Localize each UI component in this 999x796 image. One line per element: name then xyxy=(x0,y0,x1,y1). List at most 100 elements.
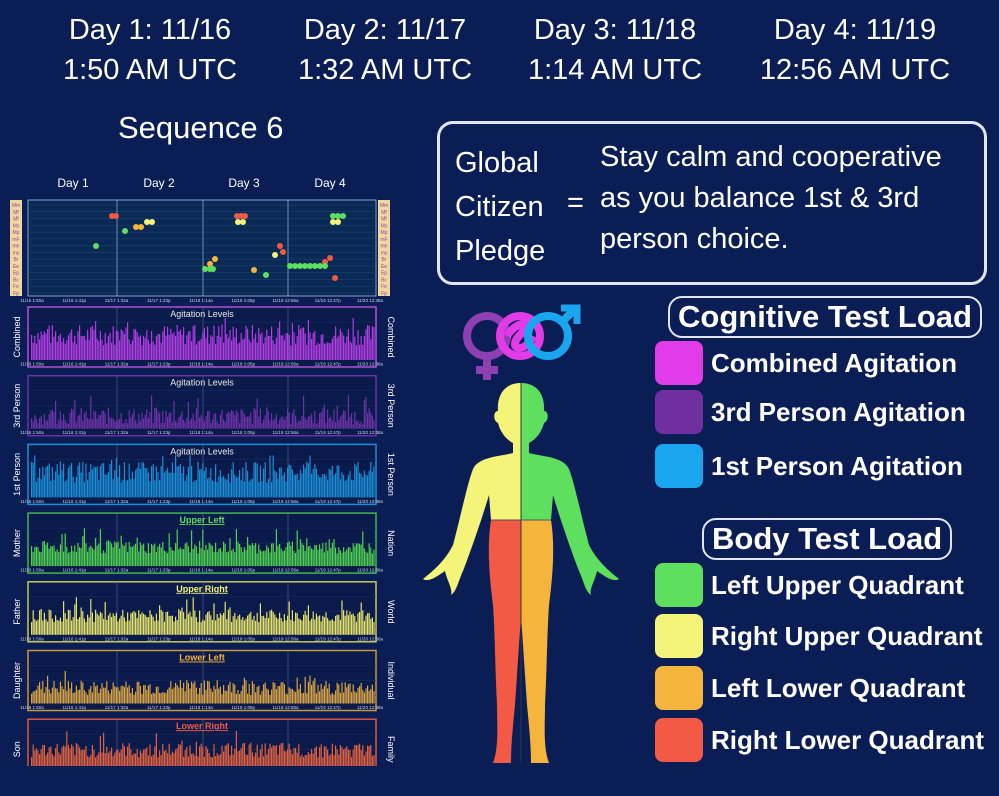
top-chart-dot xyxy=(340,213,346,219)
panel-bar xyxy=(104,332,106,360)
panel-bar xyxy=(248,416,250,429)
panel-bar xyxy=(191,418,193,429)
panel-bar xyxy=(120,412,122,429)
panel-bar xyxy=(50,545,52,567)
panel-bar xyxy=(149,481,151,498)
panel-bar xyxy=(357,330,359,360)
panel-bar xyxy=(171,751,173,766)
panel-bar xyxy=(336,337,338,360)
panel-bar xyxy=(272,682,274,704)
panel-bar xyxy=(365,397,367,429)
panel-bar xyxy=(344,343,346,360)
panel-bar xyxy=(304,333,306,360)
panel-bar xyxy=(256,398,258,429)
panel-bar xyxy=(339,550,341,567)
right-upper-label: Right Upper Quadrant xyxy=(711,620,983,651)
panel-bar xyxy=(133,409,135,429)
panel-x-tick: 11/16 1:41p xyxy=(63,362,87,367)
panel-bar xyxy=(255,461,257,498)
panel-bar xyxy=(45,755,47,766)
panel-bar xyxy=(274,614,276,635)
panel-bar xyxy=(103,618,105,635)
panel-bar xyxy=(319,344,321,360)
panel-bar xyxy=(293,409,295,429)
panel-bar xyxy=(362,531,364,567)
panel-bar xyxy=(354,411,356,429)
panel-bar xyxy=(349,471,351,498)
panel-bar xyxy=(323,404,325,429)
panel-bar xyxy=(107,690,109,704)
panel-bar xyxy=(247,416,249,429)
panel-bar xyxy=(309,675,311,704)
panel-bar xyxy=(349,749,351,766)
panel-bar xyxy=(67,609,69,635)
panel-bar xyxy=(304,417,306,429)
panel-bar xyxy=(45,467,47,498)
panel-bar xyxy=(111,689,113,704)
panel-bar xyxy=(114,344,116,360)
panel-bar xyxy=(95,537,97,567)
panel-bar xyxy=(312,680,314,704)
panel-bar xyxy=(354,691,356,704)
panel-bar xyxy=(306,344,308,360)
panel-bar xyxy=(239,342,241,360)
panel-bar xyxy=(280,467,282,498)
panel-x-tick: 11/16 1:50a xyxy=(20,636,44,641)
panel-right-label: Family xyxy=(386,736,396,763)
panel-bar xyxy=(207,612,209,635)
panel-bar xyxy=(192,326,194,360)
panel-bar xyxy=(130,343,132,360)
panel-bar xyxy=(139,750,141,766)
panel-bar xyxy=(272,340,274,360)
panel-x-tick: 11/19 12:47p xyxy=(315,705,341,710)
panel-bar xyxy=(306,462,308,498)
panel-bar xyxy=(325,422,327,429)
panel-bar xyxy=(221,477,223,498)
panel-bar xyxy=(171,550,173,567)
panel-bar xyxy=(274,683,276,704)
panel-bar xyxy=(202,694,204,704)
panel-bar xyxy=(31,418,33,429)
panel-bar xyxy=(117,687,119,704)
panel-bar xyxy=(344,748,346,766)
panel-bar xyxy=(123,746,125,766)
panel-bar xyxy=(77,542,79,567)
panel-bar xyxy=(45,687,47,704)
panel-bar xyxy=(55,688,57,704)
panel-bar xyxy=(335,745,337,766)
panel-bar xyxy=(285,416,287,429)
panel-bar xyxy=(59,754,61,766)
panel-bar xyxy=(232,548,234,567)
panel-bar xyxy=(227,551,229,567)
panel-bar xyxy=(354,744,356,766)
panel-bar xyxy=(267,618,269,635)
panel-bar xyxy=(208,343,210,360)
top-chart-dot xyxy=(335,219,341,225)
panel-bar xyxy=(301,473,303,498)
panel-bar xyxy=(352,613,354,635)
panel-bar xyxy=(213,603,215,635)
panel-bar xyxy=(163,326,165,360)
panel-bar xyxy=(149,744,151,766)
panel-bar xyxy=(231,550,233,567)
panel-bar xyxy=(250,545,252,567)
panel-bar xyxy=(219,548,221,567)
panel-bar xyxy=(141,693,143,704)
panel-bar xyxy=(152,464,154,498)
panel-bar xyxy=(363,692,365,704)
panel-bar xyxy=(232,411,234,429)
panel-bar xyxy=(79,325,81,360)
panel-bar xyxy=(235,328,237,360)
cognitive-heading: Cognitive Test Load xyxy=(668,296,982,338)
panel-bar xyxy=(226,413,228,429)
panel-bar xyxy=(280,618,282,635)
panel-bar xyxy=(104,753,106,766)
panel-bar xyxy=(146,552,148,567)
panel-bar xyxy=(232,616,234,635)
panel-x-tick: 11/19 12:56a xyxy=(273,430,299,435)
panel-bar xyxy=(64,343,66,360)
panel-bar xyxy=(56,688,58,704)
panel-bar xyxy=(85,463,87,498)
panel-bar xyxy=(312,468,314,498)
top-chart-y-label: Fp xyxy=(13,291,19,297)
